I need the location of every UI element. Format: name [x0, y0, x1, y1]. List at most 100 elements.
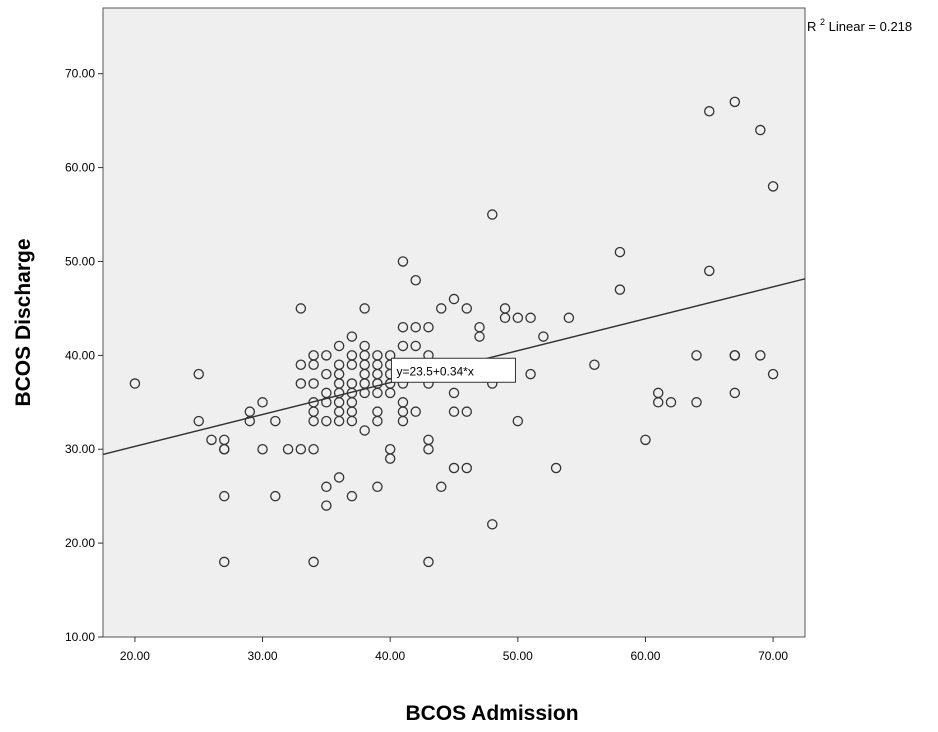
scatter-point	[308, 443, 319, 455]
scatter-point	[614, 246, 626, 258]
scatter-point	[487, 209, 498, 220]
scatter-point	[219, 443, 230, 455]
scatter-point	[346, 415, 358, 427]
scatter-point	[295, 378, 307, 389]
scatter-point	[487, 519, 498, 530]
y-tick-label: 10.00	[65, 630, 95, 644]
x-tick-label: 20.00	[120, 649, 150, 663]
scatter-point	[512, 415, 524, 427]
scatter-point	[372, 415, 383, 427]
y-axis-title: BCOS Discharge	[12, 238, 35, 406]
scatter-point	[423, 443, 434, 455]
y-tick-label: 30.00	[65, 442, 95, 456]
scatter-point	[346, 359, 358, 370]
x-axis-ticks: 20.00 30.00 40.00 50.00 60.00 70.00	[120, 637, 788, 663]
y-axis-ticks: 10.00 20.00 30.00 40.00 50.00 60.00 70.00	[65, 67, 103, 644]
scatter-point	[550, 462, 562, 474]
scatter-point	[410, 321, 421, 333]
scatter-point	[257, 443, 268, 455]
scatter-point	[755, 350, 766, 361]
scatter-point	[461, 303, 473, 314]
scatter-point	[333, 340, 345, 352]
scatter-point	[372, 481, 383, 493]
scatter-point	[321, 500, 332, 511]
scatter-point	[359, 425, 370, 436]
scatter-point	[448, 462, 460, 474]
scatter-point	[525, 312, 536, 324]
scatter-point	[397, 321, 409, 333]
x-tick-label: 50.00	[503, 649, 533, 663]
scatter-point	[499, 312, 511, 324]
scatter-point	[129, 378, 141, 389]
x-tick-label: 30.00	[248, 649, 278, 663]
y-tick-label: 40.00	[65, 348, 95, 362]
scatter-point	[563, 312, 575, 324]
scatter-point	[346, 331, 358, 342]
scatter-point	[691, 350, 702, 361]
scatter-point	[270, 490, 281, 502]
r-squared-value: Linear = 0.218	[829, 19, 912, 34]
equation-label: y=23.5+0.34*x	[396, 364, 473, 378]
scatter-point	[589, 359, 600, 370]
plot-area	[102, 7, 806, 638]
scatter-point	[219, 556, 230, 568]
scatter-point	[384, 387, 396, 399]
scatter-point	[193, 368, 204, 380]
scatter-point	[321, 397, 332, 408]
scatter-point	[525, 368, 536, 380]
r-squared-prefix: R	[807, 19, 816, 34]
scatter-point	[448, 293, 460, 305]
equation-label-frame	[390, 357, 516, 383]
scatter-point	[346, 490, 358, 502]
scatter-point	[333, 472, 345, 483]
scatter-point	[206, 434, 217, 446]
scatter-point	[295, 443, 307, 455]
scatter-point	[435, 303, 447, 314]
scatter-point	[729, 96, 741, 108]
scatter-point	[257, 397, 268, 408]
scatter-point	[461, 462, 473, 474]
scatter-point	[729, 387, 741, 399]
equation-label-box: y=23.5+0.34*x	[390, 357, 516, 383]
scatter-point	[767, 368, 779, 380]
x-tick-label: 40.00	[375, 649, 405, 663]
scatter-point	[308, 556, 319, 568]
y-tick-label: 60.00	[65, 161, 95, 175]
scatter-point	[359, 303, 370, 314]
scatter-point	[512, 312, 524, 324]
scatter-point	[423, 556, 434, 568]
scatter-point	[665, 397, 677, 408]
scatter-point	[219, 490, 230, 502]
scatter-point	[640, 434, 651, 446]
y-tick-label: 70.00	[65, 67, 95, 81]
scatter-point	[295, 303, 307, 314]
scatter-point	[448, 406, 460, 417]
scatter-point	[308, 378, 319, 389]
scatter-point	[767, 181, 779, 192]
scatter-point	[193, 415, 204, 427]
scatter-point	[397, 256, 409, 267]
r-squared-label: R 2 Linear = 0.218	[807, 13, 912, 34]
x-tick-label: 60.00	[630, 649, 660, 663]
scatter-point	[333, 415, 345, 427]
scatter-point	[270, 415, 281, 427]
scatter-point	[321, 350, 332, 361]
y-tick-label: 50.00	[65, 254, 95, 268]
r-squared-superscript: 2	[820, 17, 825, 27]
scatter-point	[652, 397, 664, 408]
scatter-point	[372, 387, 383, 399]
scatter-point	[295, 359, 307, 370]
scatter-point	[435, 481, 447, 493]
x-tick-label: 70.00	[758, 649, 788, 663]
scatter-point	[397, 340, 409, 352]
scatter-point	[321, 368, 332, 380]
scatter-point	[448, 387, 460, 399]
x-axis-title: BCOS Admission	[405, 702, 578, 725]
scatter-point	[423, 321, 434, 333]
scatter-point	[729, 350, 741, 361]
scatter-point	[321, 415, 332, 427]
scatter-point	[410, 340, 421, 352]
scatter-point	[282, 443, 294, 455]
